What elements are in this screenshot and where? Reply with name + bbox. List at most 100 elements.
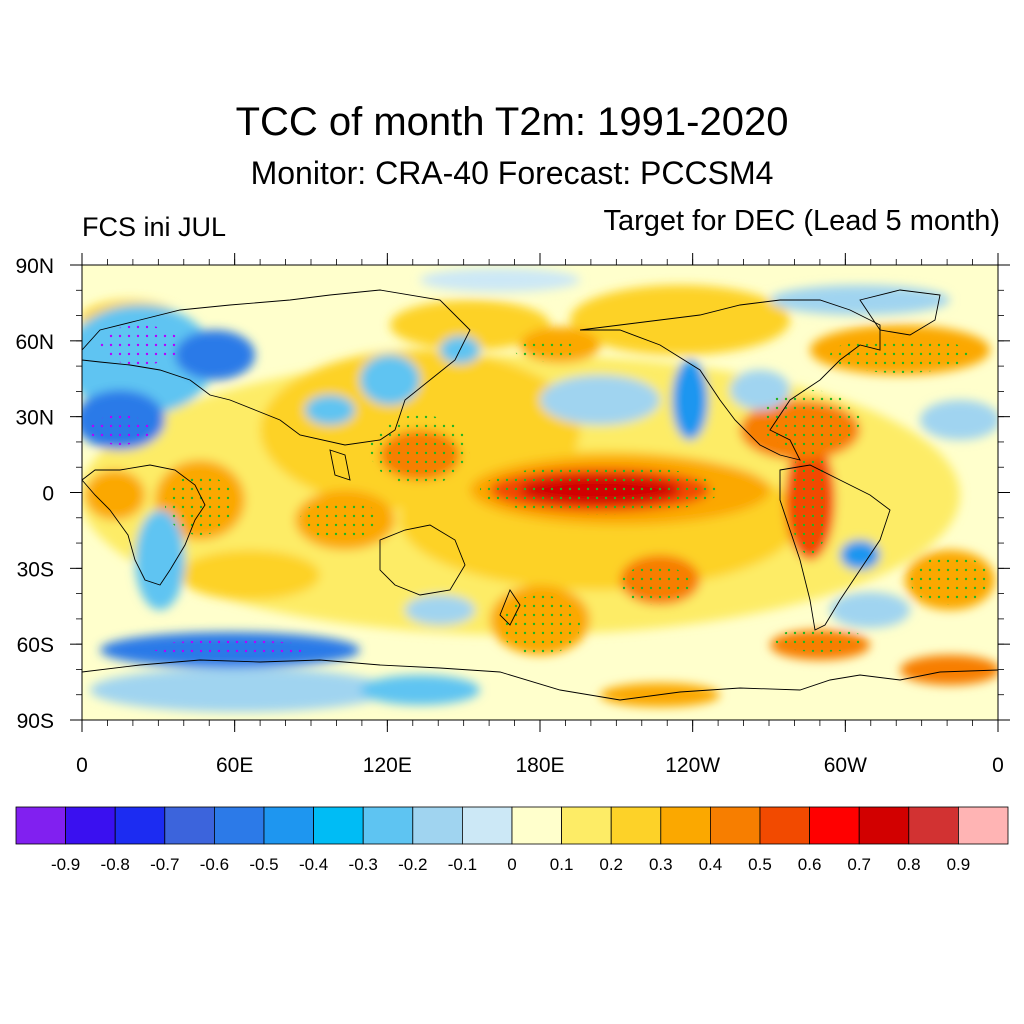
coastline [82,289,471,446]
field-patch [900,655,998,685]
field-patch [830,337,970,373]
field-patch [790,445,830,555]
field-patch [420,268,580,292]
latitude-labels: 90N 60N 30N 0 30S 60S 90S [15,255,54,733]
colorbar-swatch [263,806,314,845]
colorbar-swatch [164,806,215,845]
field-patch [620,565,690,605]
colorbar-swatch [908,806,959,845]
field-patch [760,390,860,450]
field-patch [175,330,255,380]
colorbar-label: 0.6 [798,855,822,874]
colorbar-swatch [561,806,612,845]
field-patch [360,675,480,705]
field-patch [570,285,790,355]
colorbar-swatch [958,806,1009,845]
latitude-tick-label: 60S [17,634,54,657]
coastline [579,299,881,461]
colorbar-label: -0.2 [398,855,427,874]
field-patch [775,628,865,652]
colorbar-label: -0.3 [349,855,378,874]
colorbar-swatch [511,806,562,845]
colorbar-swatch [65,806,116,845]
colorbar-label: 0.7 [847,855,871,874]
axis-ticks [70,253,1010,732]
colorbar-label: -0.1 [448,855,477,874]
longitude-labels: 0 60E 120E 180E 120W 60W 0 [76,754,1004,777]
latitude-tick-label: 0 [42,483,54,506]
latitude-tick-label: 90N [15,255,54,278]
map-subtitle: Monitor: CRA-40 Forecast: PCCSM4 [250,155,774,191]
latitude-tick-label: 30N [15,407,54,430]
colorbar-swatch [313,806,364,845]
coastline [779,464,891,631]
longitude-tick-label: 0 [76,754,88,777]
field-patch [405,595,475,625]
colorbar-label: 0.3 [649,855,673,874]
field-patch [90,415,150,445]
field-patch [672,360,708,440]
field-patch [165,475,235,535]
field-patch [840,540,880,570]
field-patch [500,595,580,655]
colorbar-label: 0.4 [699,855,723,874]
colorbar-swatch [412,806,463,845]
field-patch [920,400,998,440]
colorbar-swatch [610,806,662,845]
colorbar-swatch [114,806,166,845]
colorbar-label: -0.6 [200,855,229,874]
longitude-tick-label: 60W [824,754,867,777]
colorbar-label: -0.5 [249,855,278,874]
coastline [859,289,941,336]
longitude-tick-label: 0 [992,754,1004,777]
colorbar-label: 0.9 [947,855,971,874]
coastline [82,464,206,586]
colorbar-swatch [858,806,910,845]
field-patch [90,668,390,712]
colorbar-swatch [213,806,265,845]
latitude-tick-label: 90S [17,710,54,733]
field-patch [515,338,575,362]
initialization-label: FCS ini JUL [82,212,227,242]
coastline [82,659,998,701]
field-patch [180,550,320,600]
field-patch [910,555,990,605]
colorbar-label: 0.1 [550,855,574,874]
longitude-tick-label: 120W [665,754,720,777]
colorbar-label: -0.7 [150,855,179,874]
colorbar-label: 0.5 [748,855,772,874]
coastline [499,589,521,626]
coastlines [82,289,998,701]
colorbar-swatch [809,806,860,845]
colorbar-label: 0 [507,855,516,874]
colorbar-label: -0.4 [299,855,328,874]
field-patch [135,510,185,610]
colorbar-swatch [660,806,711,845]
field-patch [300,500,380,540]
field-patch [830,592,910,628]
coastline [329,449,351,481]
colorbar-swatch [362,806,414,845]
field-patch [540,375,660,425]
map-field [82,265,998,720]
colorbar-swatch [15,806,66,845]
latitude-tick-label: 60N [15,331,54,354]
longitude-tick-label: 120E [363,754,412,777]
colorbar-labels: -0.9 -0.8 -0.7 -0.6 -0.5 -0.4 -0.3 -0.2 -0.1 0 0.1… [51,855,970,874]
colorbar-label: 0.8 [897,855,921,874]
colorbar [15,806,1009,845]
colorbar-swatch [710,806,761,845]
field-patch [100,325,180,365]
colorbar-label: -0.9 [51,855,80,874]
coastline [379,524,466,596]
longitude-tick-label: 60E [216,754,253,777]
field-patch [370,415,470,485]
map-title: TCC of month T2m: 1991-2020 [235,100,789,144]
longitude-tick-label: 180E [515,754,564,777]
colorbar-swatch [461,806,513,845]
field-patch [480,465,720,515]
latitude-tick-label: 30S [17,558,54,581]
colorbar-label: -0.8 [101,855,130,874]
target-label: Target for DEC (Lead 5 month) [603,205,1000,237]
